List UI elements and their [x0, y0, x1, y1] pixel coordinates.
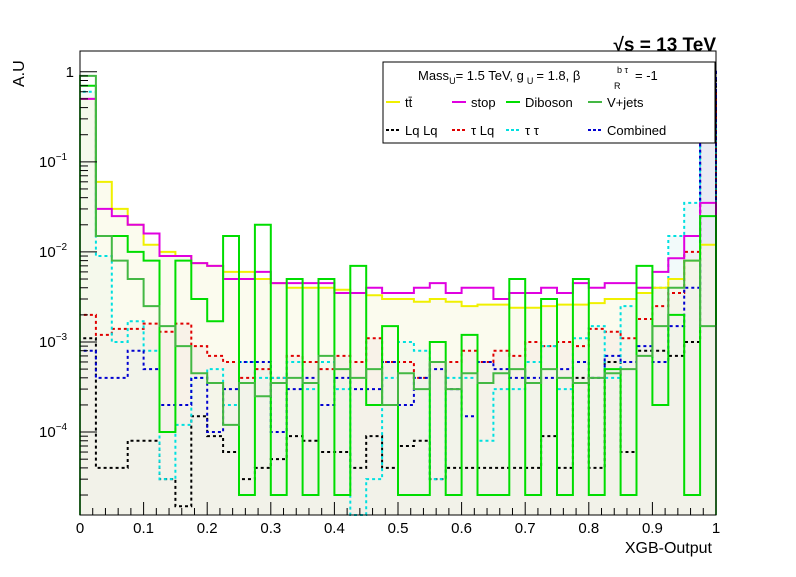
y-tick-label: 10−3 [39, 332, 68, 351]
legend-label-lqlq: Lq Lq [405, 123, 438, 138]
legend-label-diboson: Diboson [525, 95, 573, 110]
legend-label-taulq: τ Lq [471, 123, 494, 138]
x-tick-label: 0.3 [260, 520, 281, 537]
energy-label: √s = 13 TeV [614, 35, 717, 56]
y-axis-ticks: 1 10−1 10−2 10−3 10−4 [39, 64, 97, 496]
x-tick-label: 0 [76, 520, 84, 537]
legend-header: MassU= 1.5 TeV, g U = 1.8, β [418, 68, 580, 86]
x-tick-label: 0.6 [451, 520, 472, 537]
x-tick-label: 0.7 [515, 520, 536, 537]
x-tick-label: 0.5 [388, 520, 409, 537]
histogram-lines [79, 70, 717, 516]
y-tick-label: 10−2 [39, 242, 68, 261]
x-tick-label: 0.2 [197, 520, 218, 537]
series-line-stop [79, 97, 717, 515]
x-tick-label: 0.4 [324, 520, 345, 537]
legend-entries: tt̄ stop Diboson V+jets Lq Lq τ Lq τ τ Combined [386, 95, 666, 138]
y-tick-label: 10−1 [39, 152, 68, 171]
legend-label-ttbar: tt̄ [405, 95, 413, 110]
legend-label-tautau: τ τ [525, 123, 540, 138]
series-line-combined [79, 70, 717, 515]
y-axis-label: A.U [11, 60, 28, 87]
series-line-ttbar [79, 97, 717, 515]
x-axis-ticks: 0 0.1 0.2 0.3 0.4 0.5 0.6 0.7 0.8 0.9 1 [76, 502, 720, 537]
y-tick-label: 1 [66, 64, 74, 81]
legend-label-vjets: V+jets [607, 95, 644, 110]
x-tick-label: 0.8 [578, 520, 599, 537]
x-axis-label: XGB-Output [625, 540, 713, 557]
y-tick-label: 10−4 [39, 422, 68, 441]
x-tick-label: 1 [712, 520, 720, 537]
legend-box [382, 61, 716, 144]
legend-header-beta-sup: b τ [617, 65, 629, 75]
series-line-vjets [79, 74, 717, 515]
legend: MassU= 1.5 TeV, g U = 1.8, β R b τ = -1 tt… [382, 61, 716, 144]
legend-label-combined: Combined [607, 123, 666, 138]
x-tick-label: 0.1 [133, 520, 154, 537]
x-tick-label: 0.9 [642, 520, 663, 537]
legend-header-beta-sub: R [614, 81, 621, 91]
legend-label-stop: stop [471, 95, 496, 110]
legend-header-beta-value: = -1 [635, 68, 658, 83]
